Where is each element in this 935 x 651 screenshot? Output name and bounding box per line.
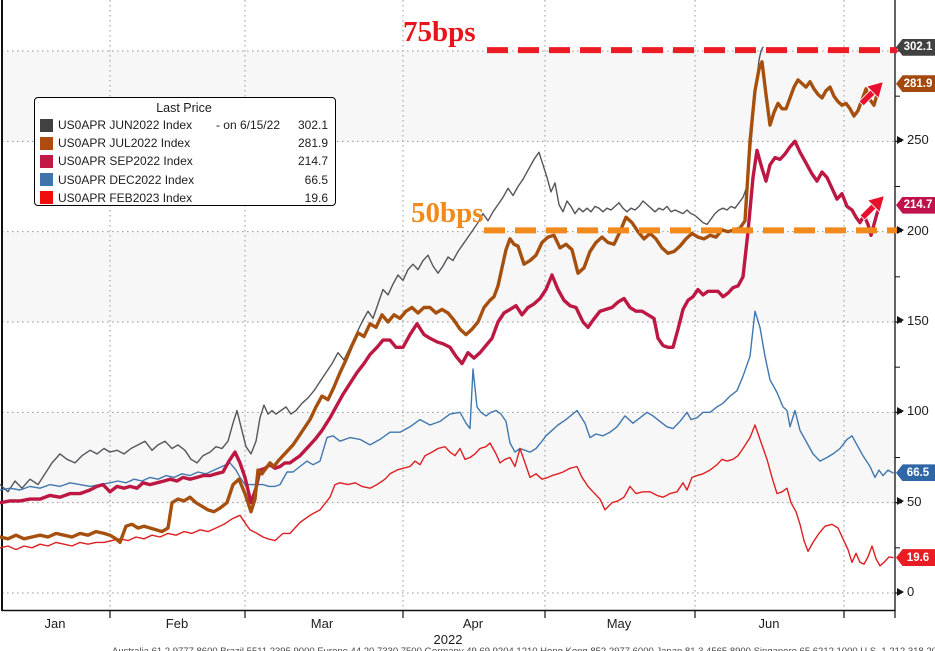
series-line-FEB2023: [0, 424, 894, 567]
legend-swatch-icon: [40, 191, 53, 205]
series-line-JUL2022: [0, 60, 882, 545]
legend-swatch-icon: [40, 154, 53, 168]
legend-swatch-icon: [40, 173, 53, 187]
tick-arrow-icon: [897, 587, 904, 596]
tick-arrow-icon: [897, 226, 904, 235]
legend-row[interactable]: US0APR SEP2022 Index 214.7: [40, 152, 328, 170]
legend-series-value: 214.7: [297, 154, 328, 169]
y-axis-tick-label: 50: [897, 494, 921, 509]
legend-series-label: US0APR DEC2022 Index: [58, 172, 195, 187]
tick-arrow-icon: [897, 497, 904, 506]
bloomberg-footer-text: Australia 61 2 9777 8600 Brazil 5511 239…: [112, 646, 935, 651]
last-price-badge: 281.9: [896, 75, 935, 93]
x-axis-month-label: Apr: [462, 616, 484, 631]
x-axis-month-label: Jun: [758, 616, 780, 631]
legend-title: Last Price: [156, 101, 212, 115]
up-right-arrow-icon: [859, 195, 885, 221]
x-axis-month-label: Mar: [310, 616, 334, 631]
last-price-badge: 214.7: [896, 196, 935, 214]
legend-swatch-icon: [40, 136, 53, 150]
tick-arrow-icon: [897, 316, 904, 325]
chart-legend: Last Price US0APR JUN2022 Index - on 6/15…: [34, 97, 336, 206]
legend-series-label: US0APR JUL2022 Index: [58, 136, 191, 151]
y-tick-text: 200: [907, 222, 929, 238]
plot-band: [2, 231, 895, 322]
legend-row[interactable]: US0APR JUL2022 Index 281.9: [40, 134, 328, 152]
arrow-head: [866, 195, 885, 214]
series-line-DEC2022: [0, 310, 894, 491]
y-axis-tick-label: 0: [897, 584, 914, 599]
legend-series-label: US0APR SEP2022 Index: [58, 154, 193, 169]
y-tick-text: 150: [907, 312, 929, 328]
x-axis-month-label: May: [606, 616, 632, 631]
legend-series-note: - on 6/15/22: [215, 118, 280, 133]
y-axis-tick-label: 150: [897, 313, 929, 328]
series-line-SEP2022: [0, 139, 882, 505]
arrow-head: [865, 81, 884, 100]
y-axis-tick-label: 250: [897, 132, 929, 147]
legend-series-value: 302.1: [297, 118, 328, 133]
legend-series-value: 19.6: [304, 190, 328, 205]
tick-arrow-icon: [897, 406, 904, 415]
x-axis-month-label: Feb: [165, 616, 189, 631]
legend-row[interactable]: US0APR DEC2022 Index 66.5: [40, 171, 328, 189]
legend-series-value: 281.9: [297, 136, 328, 151]
last-price-badge: 19.6: [896, 549, 935, 567]
legend-row[interactable]: US0APR JUN2022 Index - on 6/15/22 302.1: [40, 116, 328, 134]
last-price-badge: 302.1: [896, 38, 935, 56]
threshold-label-50bps: 50bps: [411, 197, 484, 229]
legend-swatch-icon: [40, 118, 53, 132]
y-tick-text: 50: [907, 493, 922, 509]
y-axis-tick-label: 100: [897, 403, 929, 418]
legend-row[interactable]: US0APR FEB2023 Index 19.6: [40, 189, 328, 207]
series-line-JUN2022: [0, 46, 764, 493]
plot-band: [2, 412, 895, 503]
legend-series-label: US0APR FEB2023 Index: [58, 190, 193, 205]
y-tick-text: 250: [907, 132, 929, 148]
tick-arrow-icon: [897, 135, 904, 144]
legend-series-value: 66.5: [304, 172, 328, 187]
legend-rows: US0APR JUN2022 Index - on 6/15/22 302.1 US0…: [40, 116, 328, 207]
y-tick-text: 0: [907, 584, 915, 599]
up-right-arrow-icon: [858, 81, 884, 107]
legend-series-label: US0APR JUN2022 Index: [58, 118, 193, 133]
x-axis-year-label: 2022: [433, 632, 463, 647]
y-tick-text: 100: [907, 403, 929, 419]
last-price-badge: 66.5: [896, 464, 935, 482]
y-axis-tick-label: 200: [897, 223, 929, 238]
x-axis-month-label: Jan: [44, 616, 66, 631]
threshold-label-75bps: 75bps: [403, 16, 476, 48]
